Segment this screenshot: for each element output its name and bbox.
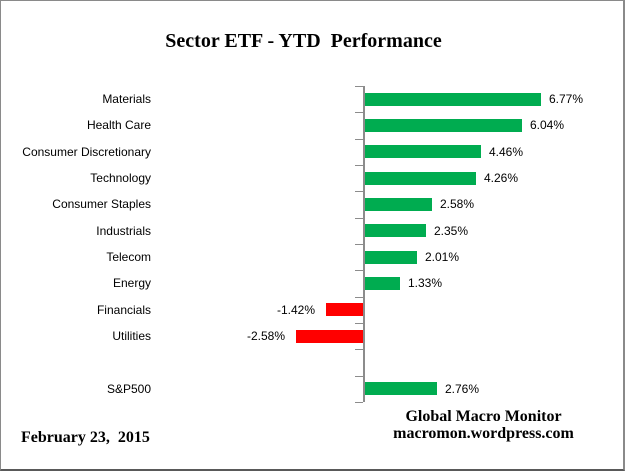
tick-mark: [355, 191, 363, 192]
source-credit: Global Macro Monitor macromon.wordpress.…: [391, 408, 576, 442]
category-label: Consumer Staples: [52, 197, 151, 211]
bar: [365, 119, 522, 132]
bar: [365, 93, 541, 106]
source-url: macromon.wordpress.com: [393, 425, 574, 442]
bar-value-label: -2.58%: [246, 329, 285, 343]
bar: [296, 330, 363, 343]
tick-mark: [355, 349, 363, 350]
bar-value-label: 2.01%: [425, 250, 460, 264]
category-label: Utilities: [112, 329, 151, 343]
tick-mark: [355, 323, 363, 324]
bar: [365, 251, 417, 264]
tick-mark: [355, 165, 363, 166]
tick-mark: [355, 86, 363, 87]
category-label: Energy: [112, 276, 151, 290]
bar-value-label: 2.76%: [445, 382, 480, 396]
tick-mark: [355, 139, 363, 140]
axis-line: [363, 86, 365, 402]
date-label: February 23, 2015: [21, 429, 150, 446]
bar: [365, 382, 437, 395]
bar: [365, 198, 432, 211]
tick-mark: [355, 218, 363, 219]
bar: [365, 277, 400, 290]
category-label: S&P500: [106, 382, 151, 396]
bar-value-label: 6.77%: [549, 92, 584, 106]
category-label: Consumer Discretionary: [22, 145, 151, 159]
bar-value-label: 2.35%: [434, 224, 469, 238]
tick-mark: [355, 376, 363, 377]
category-label: Materials: [102, 92, 151, 106]
bar: [365, 145, 481, 158]
source-name: Global Macro Monitor: [405, 408, 562, 425]
bar: [365, 172, 476, 185]
category-label: Health Care: [86, 118, 151, 132]
bar-value-label: 1.33%: [408, 276, 443, 290]
bar-value-label: -1.42%: [276, 303, 315, 317]
category-label: Industrials: [96, 224, 151, 238]
tick-mark: [355, 402, 363, 403]
category-label: Financials: [96, 303, 151, 317]
chart-title: Sector ETF - YTD Performance: [165, 30, 442, 52]
tick-mark: [355, 270, 363, 271]
bar-value-label: 2.58%: [440, 197, 475, 211]
tick-mark: [355, 244, 363, 245]
bar: [365, 224, 426, 237]
category-label: Technology: [90, 171, 151, 185]
tick-mark: [355, 112, 363, 113]
bar-value-label: 6.04%: [530, 118, 565, 132]
category-label: Telecom: [106, 250, 151, 264]
bar-value-label: 4.26%: [484, 171, 519, 185]
bar-value-label: 4.46%: [489, 145, 524, 159]
bar: [326, 303, 363, 316]
tick-mark: [355, 297, 363, 298]
